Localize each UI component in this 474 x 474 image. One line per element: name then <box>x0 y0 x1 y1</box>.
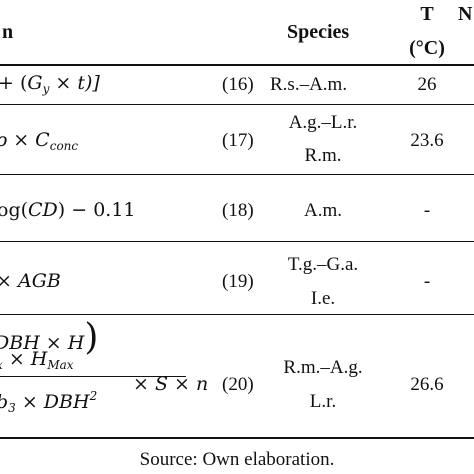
header-next-column: N <box>458 3 473 25</box>
table-bottom-rule <box>0 437 474 439</box>
header-rule <box>0 64 474 66</box>
header-species: Species <box>287 21 350 43</box>
header-equation: n <box>2 21 14 43</box>
equation-number-16: (16) <box>222 74 254 95</box>
source-note: Source: Own elaboration. <box>139 449 335 470</box>
equation-number-20: (20) <box>222 374 254 395</box>
equation-20-denominator: b3 × DBH2 <box>0 389 98 415</box>
equation-17: ρ × Cconc <box>0 129 79 153</box>
equation-number-17: (17) <box>222 130 254 151</box>
equation-16: + (Gy × t)] <box>0 72 100 96</box>
equation-19: × AGB <box>0 270 61 292</box>
species-18: A.m. <box>304 200 342 221</box>
species-19-line1: T.g.–G.a. <box>287 254 359 275</box>
header-temperature-symbol: T <box>420 3 434 25</box>
header-temperature-unit: (°C) <box>409 37 445 59</box>
row-divider <box>0 241 474 242</box>
row-divider <box>0 174 474 175</box>
temperature-18: - <box>423 200 431 221</box>
species-17-line2: R.m. <box>304 145 342 166</box>
temperature-20: 26.6 <box>410 374 444 395</box>
equation-20-numerator-bottom: x × HMax <box>0 348 74 372</box>
row-divider <box>0 314 474 315</box>
species-17-line1: A.g.–L.r. <box>288 112 358 133</box>
temperature-17: 23.6 <box>410 130 444 151</box>
equation-20-tail: × S × n <box>133 373 209 395</box>
species-20-line1: R.m.–A.g. <box>283 357 363 378</box>
temperature-16: 26 <box>417 74 437 95</box>
equation-number-19: (19) <box>222 271 254 292</box>
temperature-19: - <box>423 271 431 292</box>
equation-20-fraction-bar <box>0 376 186 377</box>
species-19-line2: I.e. <box>310 288 336 309</box>
equation-number-18: (18) <box>222 200 254 221</box>
row-divider <box>0 104 474 105</box>
equation-20-numerator-top: DBH × H) <box>0 317 99 358</box>
species-20-line2: L.r. <box>309 391 337 412</box>
equation-18: og(CD) − 0.11 <box>0 199 136 221</box>
species-16: R.s.–A.m. <box>270 74 348 95</box>
